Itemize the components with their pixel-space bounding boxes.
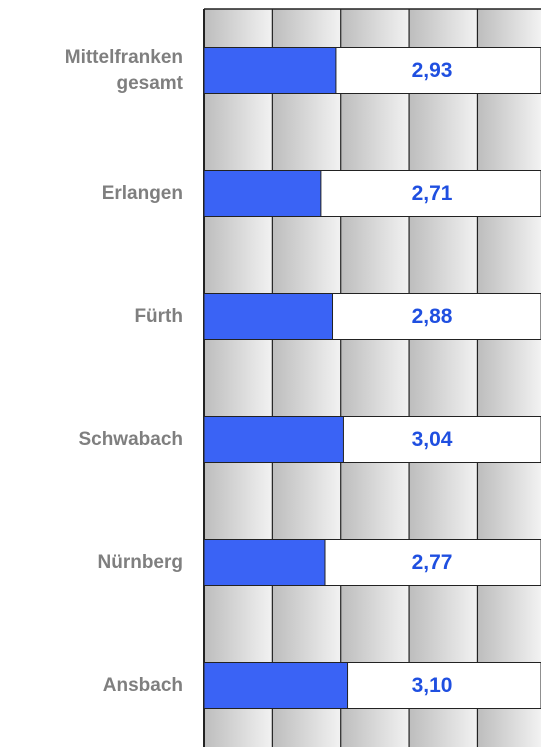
plot-band: [477, 9, 541, 747]
category-label: Schwabach: [78, 428, 183, 450]
plot-band: [340, 9, 410, 747]
value-label: 2,77: [412, 551, 453, 574]
value-label: 3,04: [412, 428, 453, 451]
category-label: Ansbach: [102, 674, 183, 696]
plot-band: [272, 9, 341, 747]
bar: [203, 293, 334, 340]
bar: [203, 662, 349, 709]
plot-band: [409, 9, 478, 747]
category-label: Mittelfranken gesamt: [64, 46, 183, 94]
category-label: Erlangen: [101, 182, 183, 204]
value-label: 2,71: [412, 182, 453, 205]
bar: [203, 416, 344, 463]
bar: [203, 539, 326, 586]
value-label: 2,88: [412, 305, 453, 328]
category-label: Fürth: [134, 305, 183, 327]
category-label: Nürnberg: [97, 551, 184, 573]
value-label: 3,10: [412, 674, 453, 697]
plot-band: [204, 9, 273, 747]
bar: [203, 170, 322, 217]
value-label: 2,93: [412, 59, 453, 82]
bar: [203, 47, 337, 94]
